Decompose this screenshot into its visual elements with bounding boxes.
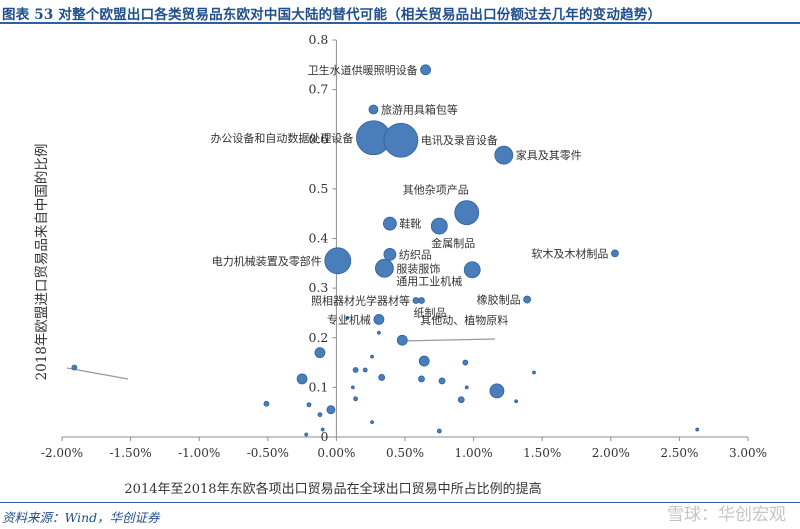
y-axis-title: 2018年欧盟进口贸易品来自中国的比例 (34, 144, 50, 381)
data-bubble (462, 359, 469, 366)
point-label: 电讯及录音设备 (421, 133, 498, 147)
footer-divider (0, 502, 800, 503)
point-label: 其他杂项产品 (403, 183, 469, 197)
data-bubble (296, 373, 308, 385)
data-bubble (418, 297, 425, 304)
data-bubble (317, 412, 323, 418)
point-label: 软木及木材制品 (531, 246, 608, 260)
watermark: 雪球：华创宏观 (667, 505, 786, 525)
point-label: 通用工业机械 (396, 274, 462, 288)
data-bubble (353, 396, 359, 402)
data-bubble (695, 427, 700, 432)
y-tick-label: 0.7 (309, 82, 329, 97)
data-bubble (396, 334, 408, 346)
data-bubble (383, 122, 419, 158)
data-bubble (464, 385, 469, 390)
bubbles (71, 64, 700, 437)
y-tick-label: 0.1 (309, 379, 329, 394)
data-bubble (350, 385, 355, 390)
point-label: 旅游用具箱包等 (381, 102, 458, 116)
point-label: 办公设备和自动数据处理设备 (210, 131, 353, 145)
data-bubble (454, 200, 480, 226)
data-bubble (314, 347, 326, 359)
point-label: 专业机械 (327, 312, 371, 326)
caption-bar: 图表 53 对整个欧盟出口各类贸易品东欧对中国大陆的替代可能（相关贸易品出口份额… (0, 0, 800, 24)
leader-lines (66, 338, 496, 380)
leader-line (66, 367, 129, 380)
data-bubble (420, 64, 431, 76)
x-tick-label: 0.50% (386, 446, 424, 460)
x-tick-label: 1.50% (523, 446, 561, 460)
data-bubble (430, 217, 448, 235)
point-label: 其他动、植物原料 (420, 313, 508, 327)
data-bubble (457, 396, 465, 404)
point-label: 金属制品 (431, 236, 475, 250)
x-tick-label: -0.50% (247, 446, 289, 460)
y-tick-label: 0.6 (309, 131, 329, 146)
data-bubble (514, 399, 519, 404)
data-bubble (532, 370, 536, 375)
y-tick-label: 0.2 (309, 330, 329, 345)
x-tick-label: 1.00% (455, 446, 493, 460)
data-bubble (378, 374, 386, 381)
x-tick-label: 3.00% (729, 446, 767, 460)
data-bubble (418, 355, 430, 367)
point-label: 服装服饰 (396, 261, 440, 275)
figure-caption: 图表 53 对整个欧盟出口各类贸易品东欧对中国大陆的替代可能（相关贸易品出口份额… (2, 7, 662, 23)
data-bubble (436, 428, 442, 434)
data-bubble (370, 420, 374, 425)
y-tick-label: 0 (320, 429, 328, 444)
point-label: 照相器材光学器材等 (311, 294, 410, 308)
data-bubble (375, 258, 394, 278)
x-axis-title: 2014年至2018年东欧各项出口贸易品在全球出口贸易中所占比例的提高 (124, 481, 541, 497)
data-bubble (320, 427, 325, 432)
data-bubble (263, 400, 270, 407)
data-bubble (383, 247, 397, 261)
axes: -2.00% -1.50% -1.00% -0.50% 0.00% 0.50% 1.00% 1… (41, 32, 767, 460)
point-label: 鞋靴 (399, 217, 421, 231)
data-bubble (326, 405, 336, 415)
data-bubble (377, 330, 381, 335)
point-label: 电力机械装置及零部件 (212, 254, 322, 268)
leader-line (399, 338, 496, 342)
x-tick-label: 2.00% (592, 446, 630, 460)
data-bubble (523, 295, 532, 304)
data-bubble (611, 249, 619, 258)
data-bubble (438, 377, 446, 385)
data-bubble (71, 364, 78, 371)
data-bubble (345, 315, 350, 320)
x-tick-label: -1.50% (110, 446, 152, 460)
point-label: 纸制品 (413, 307, 446, 320)
data-bubble (373, 313, 385, 325)
data-bubble (362, 367, 368, 373)
point-label: 卫生水道供暖照明设备 (308, 63, 418, 77)
point-label: 纺织品 (399, 247, 432, 261)
y-tick-label: 0.8 (309, 32, 329, 47)
data-bubble (352, 367, 359, 373)
y-tick-label: 0.5 (309, 181, 329, 196)
data-bubble (383, 216, 397, 231)
data-bubble (324, 247, 352, 275)
x-tick-label: 2.50% (660, 446, 698, 460)
data-bubble (370, 354, 374, 359)
scatter-chart: -2.00% -1.50% -1.00% -0.50% 0.00% 0.50% 1.00% 1… (34, 32, 767, 497)
data-bubble (306, 402, 312, 408)
x-tick-label: -2.00% (41, 446, 83, 460)
y-tick-label: 0.3 (309, 280, 329, 295)
data-bubble (304, 432, 309, 437)
data-bubble (494, 145, 514, 165)
data-bubble (489, 383, 505, 399)
source-note: 资料来源：Wind，华创证券 (2, 510, 160, 525)
x-tick-label: 0.00% (317, 446, 355, 460)
data-bubble (418, 375, 425, 383)
data-bubble (463, 261, 481, 279)
data-bubble (368, 104, 379, 115)
point-label: 橡胶制品 (477, 293, 521, 307)
x-tick-label: -1.00% (178, 446, 220, 460)
y-tick-label: 0.4 (309, 231, 329, 246)
point-label: 家具及其零件 (516, 148, 582, 162)
